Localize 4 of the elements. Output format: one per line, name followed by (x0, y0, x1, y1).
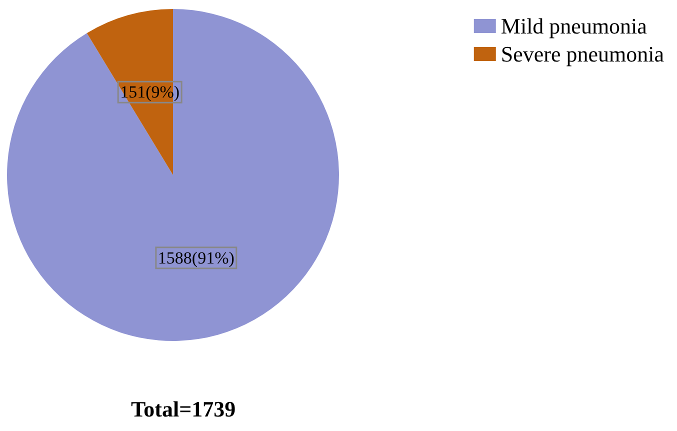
data-label: 1588(91%) (158, 248, 234, 268)
legend-label: Mild pneumonia (500, 14, 648, 38)
legend-label: Severe pneumonia (500, 42, 664, 66)
text: Total=1739 (131, 396, 236, 422)
